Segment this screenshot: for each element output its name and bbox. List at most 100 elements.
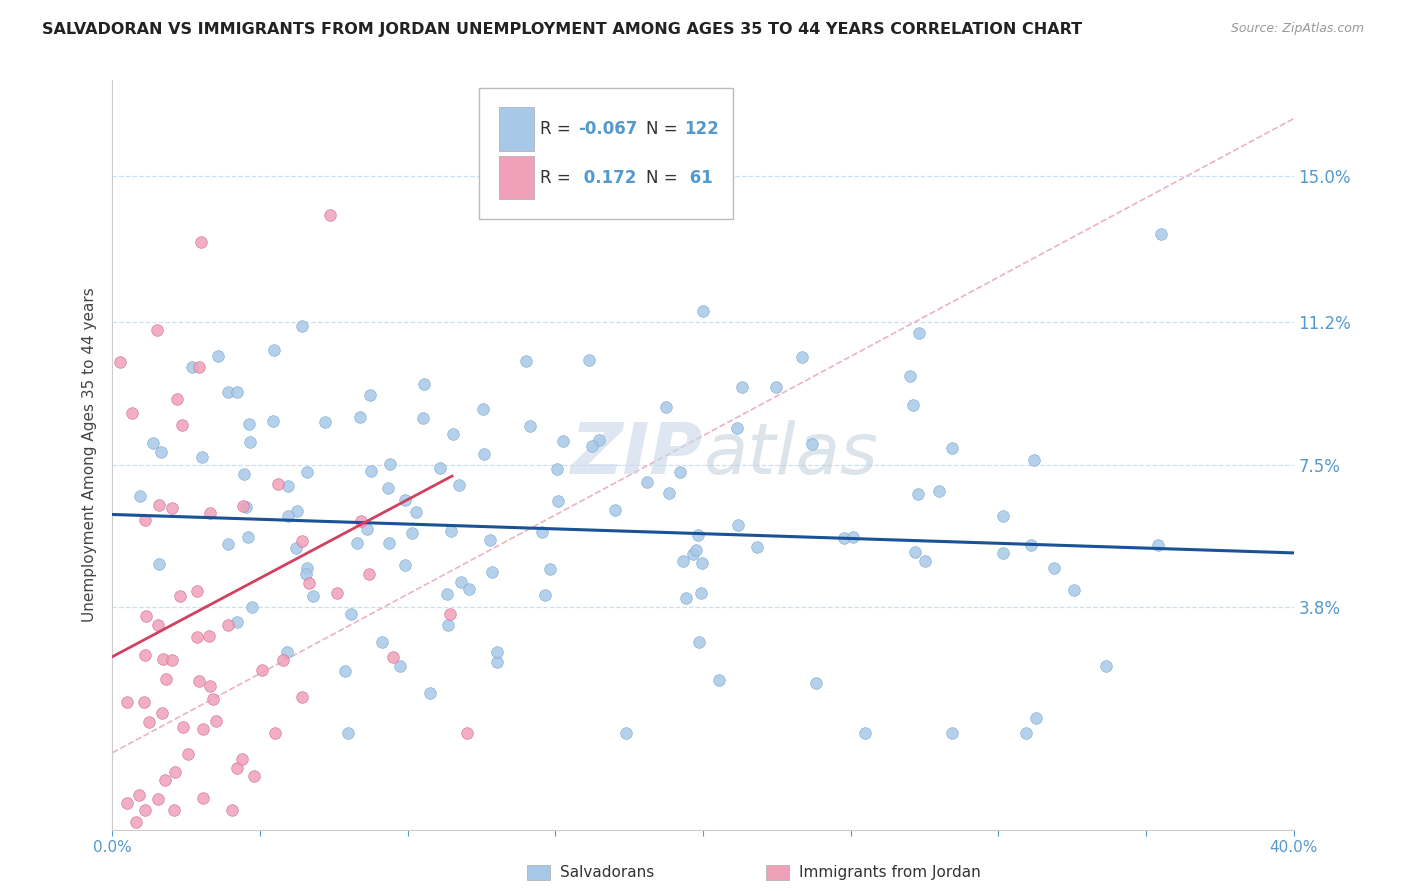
- Point: [198, 679, 221, 693]
- Point: [138, 715, 160, 730]
- Point: [295, 465, 318, 479]
- Point: [188, 359, 211, 374]
- Point: [149, 444, 172, 458]
- Point: [201, 692, 224, 706]
- Point: [941, 441, 963, 455]
- Point: [727, 517, 749, 532]
- Text: R =: R =: [540, 120, 576, 138]
- Point: [614, 726, 637, 740]
- Point: [765, 380, 787, 394]
- FancyBboxPatch shape: [478, 87, 733, 219]
- Point: [449, 478, 471, 492]
- Point: [356, 522, 378, 536]
- FancyBboxPatch shape: [499, 107, 534, 151]
- Point: [264, 726, 287, 740]
- Point: [731, 380, 754, 394]
- Point: [302, 590, 325, 604]
- Point: [294, 566, 316, 581]
- Point: [146, 323, 169, 337]
- Point: [419, 686, 441, 700]
- Point: [405, 505, 427, 519]
- Point: [538, 561, 561, 575]
- Point: [277, 479, 299, 493]
- Point: [240, 599, 263, 614]
- Point: [117, 796, 138, 810]
- Point: [291, 690, 314, 705]
- Point: [991, 545, 1014, 559]
- Point: [177, 747, 200, 762]
- Point: [318, 208, 340, 222]
- Point: [436, 587, 458, 601]
- Point: [515, 353, 537, 368]
- Point: [941, 726, 963, 740]
- Point: [191, 450, 214, 464]
- Point: [162, 803, 184, 817]
- Point: [904, 545, 927, 559]
- Point: [841, 530, 863, 544]
- Point: [429, 460, 451, 475]
- Point: [685, 543, 707, 558]
- Point: [273, 653, 295, 667]
- Point: [690, 586, 713, 600]
- Point: [217, 618, 239, 632]
- Point: [235, 500, 257, 515]
- Point: [150, 706, 173, 721]
- Point: [898, 369, 921, 384]
- Point: [378, 457, 401, 471]
- Point: [200, 506, 222, 520]
- Point: [450, 575, 472, 590]
- Point: [655, 400, 678, 414]
- FancyBboxPatch shape: [499, 156, 534, 200]
- Point: [197, 630, 219, 644]
- Point: [160, 500, 183, 515]
- Point: [263, 343, 285, 358]
- Point: [371, 635, 394, 649]
- Point: [908, 326, 931, 340]
- Point: [692, 303, 714, 318]
- Point: [725, 421, 748, 435]
- Point: [457, 582, 479, 596]
- Point: [231, 752, 253, 766]
- Point: [1147, 538, 1170, 552]
- Point: [437, 618, 460, 632]
- Point: [478, 533, 501, 547]
- Point: [128, 788, 150, 802]
- Point: [121, 407, 143, 421]
- Point: [166, 392, 188, 407]
- Point: [205, 714, 228, 728]
- Point: [439, 607, 461, 621]
- Point: [295, 561, 318, 575]
- Point: [412, 411, 434, 425]
- Point: [336, 726, 359, 740]
- Text: 0.172: 0.172: [578, 169, 636, 186]
- Point: [394, 493, 416, 508]
- Point: [172, 720, 194, 734]
- Point: [686, 528, 709, 542]
- Point: [169, 589, 191, 603]
- Point: [790, 350, 813, 364]
- Point: [682, 547, 704, 561]
- Text: R =: R =: [540, 169, 576, 186]
- Text: Immigrants from Jordan: Immigrants from Jordan: [799, 865, 980, 880]
- Point: [389, 659, 412, 673]
- Point: [907, 487, 929, 501]
- Text: ZIP: ZIP: [571, 420, 703, 490]
- Point: [262, 414, 284, 428]
- Text: -0.067: -0.067: [578, 120, 637, 138]
- Point: [456, 726, 478, 740]
- Point: [350, 514, 373, 528]
- Point: [232, 467, 254, 481]
- Point: [148, 792, 170, 806]
- Text: 61: 61: [685, 169, 713, 186]
- Text: 122: 122: [685, 120, 718, 138]
- Point: [325, 586, 347, 600]
- Point: [152, 652, 174, 666]
- Point: [690, 556, 713, 570]
- Point: [291, 318, 314, 333]
- Point: [481, 565, 503, 579]
- Point: [165, 765, 187, 780]
- Point: [1025, 711, 1047, 725]
- Point: [603, 502, 626, 516]
- Point: [993, 509, 1015, 524]
- Point: [242, 769, 264, 783]
